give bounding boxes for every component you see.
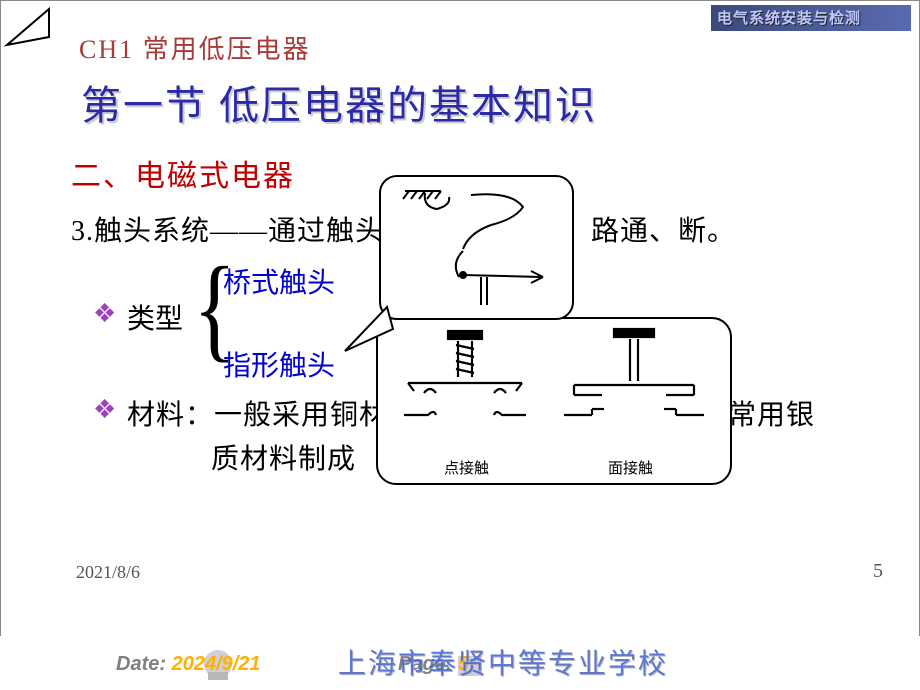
bullet-icon: ❖ xyxy=(93,299,116,329)
material-text-a: 材料：一般采用铜材 xyxy=(127,393,388,433)
callout-pointer-icon xyxy=(339,301,399,361)
point-contact-label: 点接触 xyxy=(444,457,489,478)
chapter-label: CH1 常用低压电器 xyxy=(79,29,311,66)
diagram-callout-bridge: 点接触 面接触 xyxy=(376,317,732,485)
material-text-line2: 质材料制成 xyxy=(211,437,356,477)
bullet-icon: ❖ xyxy=(93,395,116,425)
material-text-b: 常用银 xyxy=(728,393,815,433)
section-title: 第一节 低压电器的基本知识 xyxy=(81,73,597,131)
top-right-watermark: 电气系统安装与检测 xyxy=(711,5,911,31)
slide-container: 电气系统安装与检测 CH1 常用低压电器 第一节 低压电器的基本知识 二、电磁式… xyxy=(0,0,920,640)
slide-page-number: 5 xyxy=(873,560,883,583)
footer-date-value: 2024/9/21 xyxy=(172,653,261,675)
face-contact-label: 面接触 xyxy=(608,457,653,478)
item3-text-end: 路通、断。 xyxy=(591,209,736,249)
finger-contact-label: 指形触头 xyxy=(223,344,335,384)
item3-text-start: 3.触头系统——通过触头的 xyxy=(71,209,413,249)
bridge-contact-diagram xyxy=(378,319,734,487)
date-label-text: Date: xyxy=(116,653,172,675)
bridge-contact-label: 桥式触头 xyxy=(223,261,335,301)
finger-contact-diagram xyxy=(381,177,576,322)
subsection-heading: 二、电磁式电器 xyxy=(71,151,295,195)
slide-date: 2021/8/6 xyxy=(76,562,140,583)
callout-pointer-icon xyxy=(1,1,61,51)
footer-school-name: 上海市奉贤中等专业学校 xyxy=(338,642,668,682)
footer-bar: Date: 2024/9/21 Page: 5 上海市奉贤中等专业学校 xyxy=(0,636,920,690)
diagram-callout-finger xyxy=(379,175,574,320)
type-label: 类型 xyxy=(127,297,183,337)
footer-date-label: Date: 2024/9/21 xyxy=(116,653,261,676)
